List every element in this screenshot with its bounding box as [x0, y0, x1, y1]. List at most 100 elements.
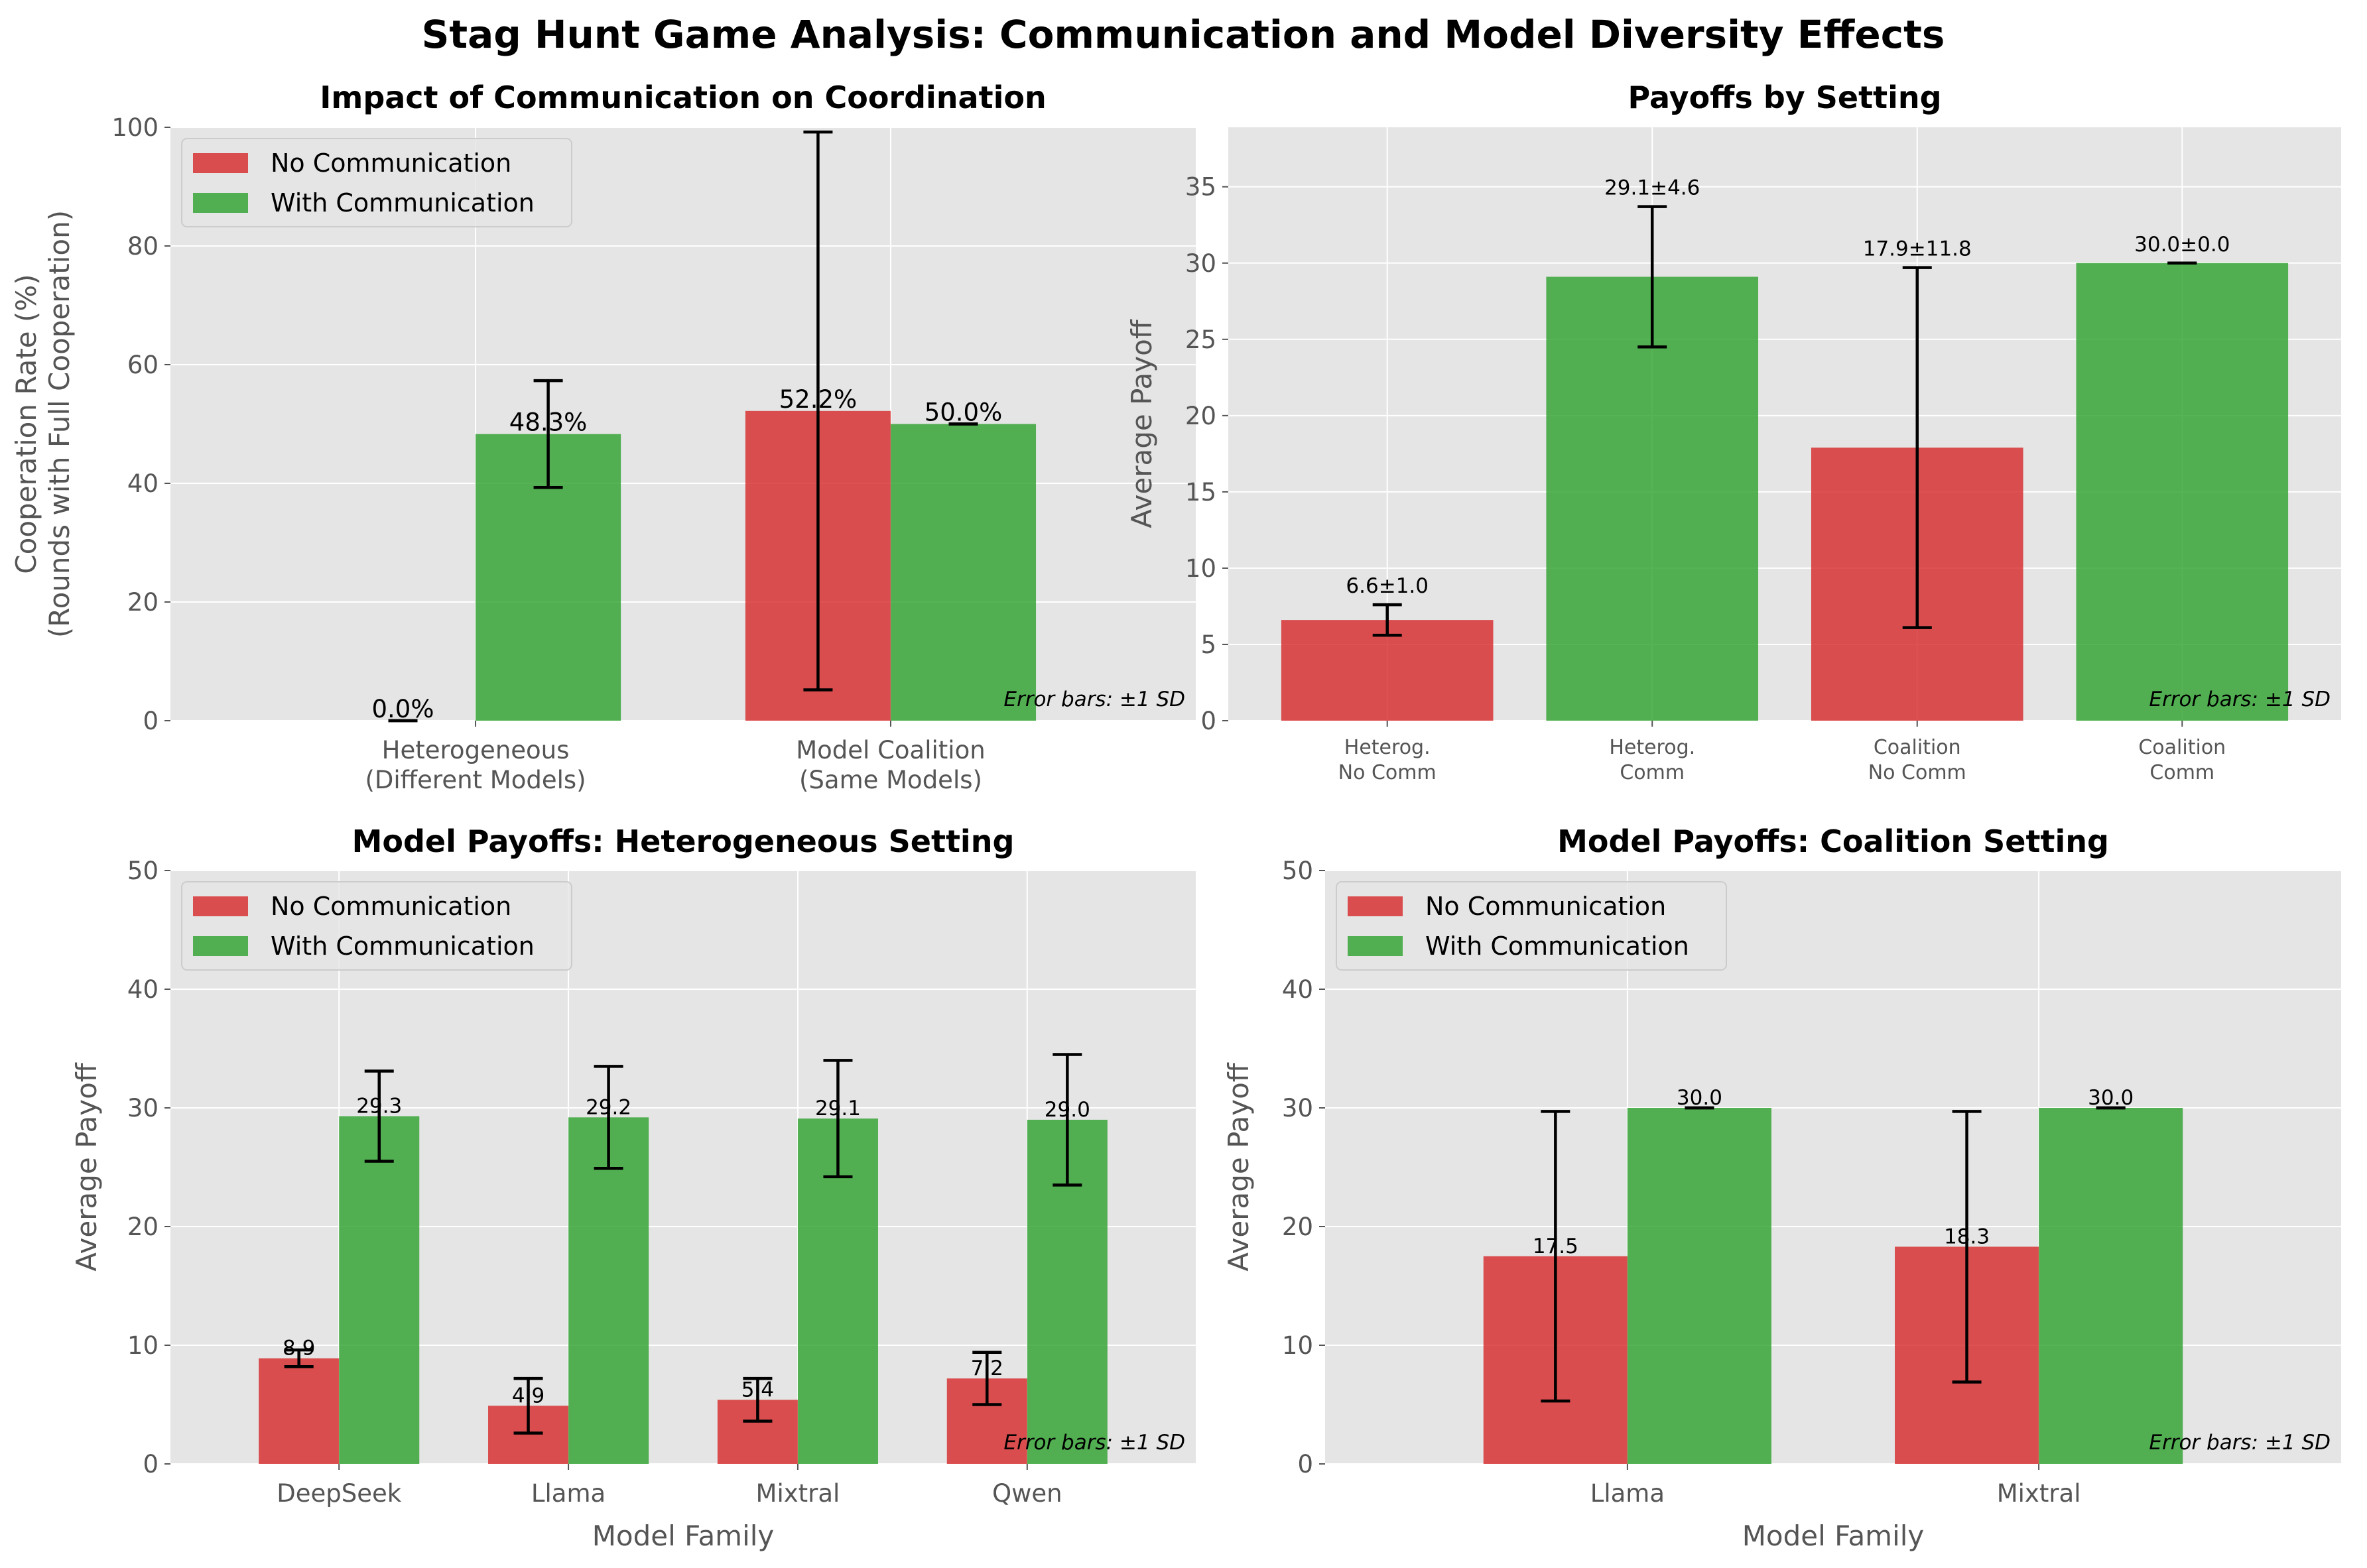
y-tick-label: 40 [1282, 975, 1313, 1004]
legend-swatch [193, 936, 248, 956]
y-tick-label: 30 [1282, 1094, 1313, 1122]
legend-swatch [1348, 936, 1403, 956]
legend-entry: With Communication [271, 188, 535, 217]
y-tick-label: 50 [127, 857, 159, 885]
legend-entry: No Communication [271, 149, 511, 178]
legend-swatch [193, 896, 248, 916]
y-axis-label: Cooperation Rate (%)(Rounds with Full Co… [10, 210, 76, 638]
data-label: 29.3 [356, 1095, 402, 1118]
y-axis-label: Average Payoff [1125, 319, 1158, 528]
x-tick-label: Coalition No Comm [1868, 736, 1966, 784]
legend: No Communication With Communication [1336, 881, 1727, 971]
bar [890, 424, 1037, 721]
data-label: 4.9 [512, 1384, 544, 1408]
legend: No Communication With Communication [181, 881, 572, 971]
x-axis-label: Model Family [1742, 1520, 1925, 1552]
y-tick-label: 10 [1282, 1331, 1313, 1360]
legend-entry: With Communication [1425, 932, 1689, 961]
panel-title: Payoffs by Setting [1628, 80, 1941, 115]
y-tick-label: 40 [127, 975, 159, 1004]
y-tick-label: 0 [143, 1450, 159, 1478]
x-tick-label: Mixtral [756, 1479, 840, 1508]
y-tick-label: 35 [1185, 173, 1216, 202]
legend-box [181, 881, 572, 971]
legend-entry: No Communication [271, 892, 511, 921]
panel-p1: 0 20 40 60 80 100 0.0% 52.2% 48.3% 50.0% Heterogen… [10, 80, 1196, 794]
y-tick-label: 20 [127, 1213, 159, 1241]
legend-swatch [1348, 896, 1403, 916]
legend: No Communication With Communication [181, 138, 572, 227]
y-tick-label: 20 [127, 588, 159, 617]
x-tick-label: Heterog. No Comm [1338, 736, 1437, 784]
data-label: 52.2% [779, 385, 858, 414]
bar [2076, 263, 2289, 721]
legend-swatch [193, 153, 248, 173]
x-tick-label: Mixtral [1997, 1479, 2081, 1508]
legend-box [1336, 881, 1727, 971]
data-label: 6.6±1.0 [1346, 574, 1429, 598]
y-tick-label: 60 [127, 351, 159, 379]
bar [1546, 276, 1759, 721]
data-label: 29.2 [586, 1095, 631, 1119]
panel-p3: 0 10 20 30 40 50 8.9 4.9 5.4 7.2 29.3 29.2 29.1 29.0 D… [70, 823, 1196, 1552]
y-tick-label: 0 [1200, 707, 1216, 735]
x-tick-label: Model Coalition (Same Models) [796, 736, 985, 794]
y-tick-label: 40 [127, 469, 159, 498]
y-tick-label: 0 [143, 707, 159, 735]
bar [259, 1358, 340, 1464]
y-tick-label: 20 [1185, 402, 1216, 430]
data-label: 29.0 [1045, 1098, 1090, 1122]
y-tick-label: 100 [111, 113, 159, 142]
y-tick-label: 30 [1185, 249, 1216, 278]
panel-p2: 0 5 10 15 20 25 30 35 6.6±1.0 29.1±4.6 17.9±11.8 30… [1125, 80, 2341, 784]
error-bar-note: Error bars: ±1 SD [2149, 688, 2331, 711]
x-axis-label: Model Family [592, 1520, 775, 1552]
x-tick-label: Llama [1590, 1479, 1665, 1508]
bar [568, 1117, 649, 1464]
y-tick-label: 20 [1282, 1213, 1313, 1241]
data-label: 5.4 [741, 1378, 774, 1402]
data-label: 0.0% [372, 695, 434, 723]
data-label: 29.1±4.6 [1604, 176, 1700, 200]
data-label: 48.3% [509, 408, 588, 437]
legend-entry: With Communication [271, 932, 535, 961]
x-tick-label: Qwen [992, 1479, 1062, 1508]
data-label: 18.3 [1944, 1225, 1990, 1248]
data-label: 8.9 [283, 1337, 315, 1360]
data-label: 17.9±11.8 [1863, 237, 1972, 261]
y-axis-label: Average Payoff [70, 1062, 103, 1272]
x-tick-label: Heterog. Comm [1609, 736, 1695, 784]
legend-box [181, 138, 572, 227]
y-tick-label: 50 [1282, 857, 1313, 885]
bar [2039, 1108, 2183, 1464]
panel-title: Model Payoffs: Coalition Setting [1557, 823, 2109, 859]
bar [1281, 620, 1494, 721]
x-tick-label: Heterogeneous (Different Models) [365, 736, 586, 794]
y-tick-label: 10 [127, 1331, 159, 1360]
x-tick-label: Llama [531, 1479, 606, 1508]
figure-title: Stag Hunt Game Analysis: Communication a… [422, 12, 1945, 57]
data-label: 7.2 [971, 1357, 1003, 1380]
y-tick-label: 5 [1200, 631, 1216, 659]
panel-title: Impact of Communication on Coordination [320, 80, 1046, 115]
data-label: 29.1 [815, 1097, 861, 1120]
y-axis-label: Average Payoff [1222, 1062, 1255, 1272]
y-tick-label: 0 [1297, 1450, 1313, 1478]
error-bar-note: Error bars: ±1 SD [1003, 1431, 1185, 1455]
data-label: 30.0 [2088, 1086, 2134, 1110]
y-tick-label: 15 [1185, 478, 1216, 507]
y-tick-label: 25 [1185, 326, 1216, 354]
y-tick-label: 30 [127, 1094, 159, 1122]
error-bar-note: Error bars: ±1 SD [2149, 1431, 2331, 1455]
y-tick-label: 80 [127, 232, 159, 261]
panel-title: Model Payoffs: Heterogeneous Setting [352, 823, 1015, 859]
data-label: 30.0±0.0 [2134, 233, 2230, 257]
panel-p4: 0 10 20 30 40 50 17.5 18.3 30.0 30.0 Llama Mixtral M… [1222, 823, 2341, 1552]
error-bar-note: Error bars: ±1 SD [1003, 688, 1185, 711]
data-label: 50.0% [925, 398, 1003, 427]
x-tick-label: DeepSeek [277, 1479, 402, 1508]
bar [1627, 1108, 1771, 1464]
x-tick-label: Coalition Comm [2138, 736, 2226, 784]
legend-entry: No Communication [1425, 892, 1666, 921]
bar [339, 1116, 420, 1464]
